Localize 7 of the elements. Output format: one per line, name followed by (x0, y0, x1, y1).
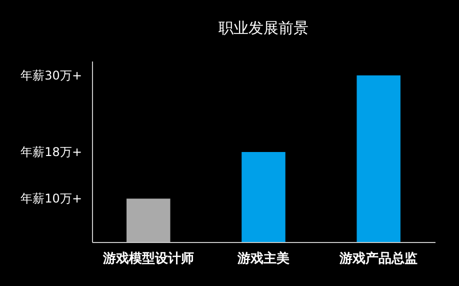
chart-title: 职业发展前景 (218, 19, 308, 37)
x-tick-label: 游戏主美 (236, 250, 290, 266)
text: 年薪30万+ (20, 68, 82, 82)
text: 年薪18万+ (20, 145, 82, 159)
x-tick-label: 游戏模型设计师 (102, 252, 194, 266)
text: 年薪10万+ (20, 192, 82, 206)
x-tick-label: 游戏产品总监 (338, 250, 418, 266)
